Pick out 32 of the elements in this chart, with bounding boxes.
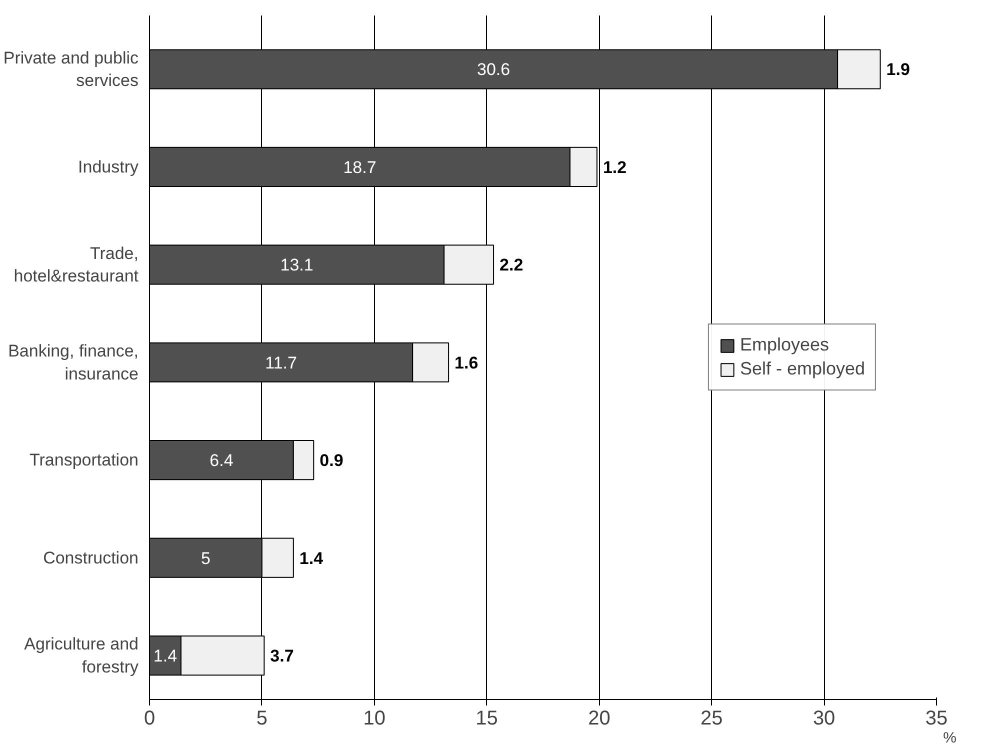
- x-tick-label: 35: [925, 708, 948, 730]
- data-label: 18.7: [343, 158, 376, 177]
- data-label: 1.4: [153, 646, 178, 666]
- x-tick-label: 10: [363, 708, 386, 730]
- x-tick-label: 0: [144, 708, 156, 730]
- x-tick-label: 15: [476, 708, 498, 730]
- y-tick-label: Construction: [43, 548, 139, 568]
- y-tick-label: Private and public services: [3, 48, 139, 90]
- y-tick-label: Transportation: [30, 450, 139, 470]
- data-label: 11.7: [265, 353, 297, 372]
- data-label: 13.1: [280, 256, 314, 275]
- data-label: 1.4: [299, 548, 324, 568]
- x-tick-label: 20: [588, 708, 610, 730]
- y-tick-label: Banking, finance, insurance: [8, 341, 139, 384]
- data-label: 1.6: [454, 353, 478, 372]
- x-tick-label: 25: [700, 708, 723, 730]
- y-tick-label: Industry: [78, 157, 139, 176]
- y-tick-label: Agriculture and forestry: [24, 634, 139, 676]
- data-label: 3.7: [270, 646, 294, 666]
- data-label: 2.2: [500, 256, 524, 275]
- x-tick-label: 5: [256, 708, 268, 730]
- data-label: 1.9: [886, 60, 910, 80]
- data-label: 5: [200, 548, 210, 568]
- data-label: 1.2: [602, 158, 627, 177]
- y-tick-label: Trade, hotel&restaurant: [14, 244, 139, 286]
- data-label: 0.9: [320, 451, 344, 470]
- legend-label: Self - employed: [740, 358, 865, 380]
- data-label: 30.6: [476, 60, 510, 80]
- legend-label: Employees: [740, 334, 829, 356]
- x-tick-label: 30: [812, 708, 836, 730]
- x-axis-title: %: [943, 730, 957, 746]
- data-label: 6.4: [210, 451, 234, 470]
